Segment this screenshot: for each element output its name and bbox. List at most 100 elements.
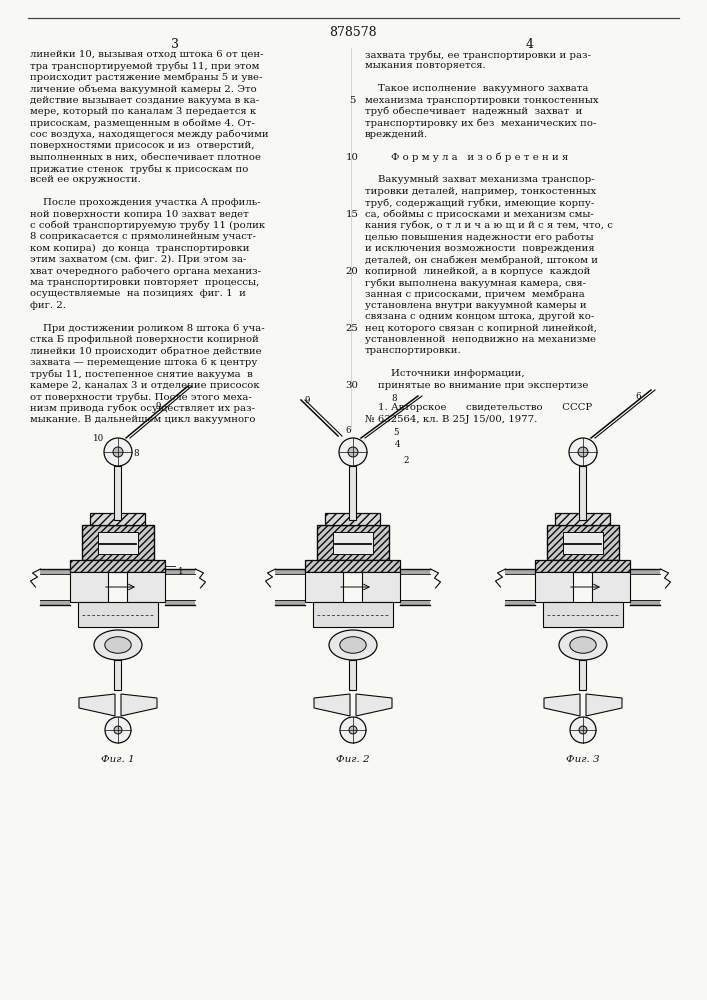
Bar — [276, 569, 305, 574]
Text: ной поверхности копира 10 захват ведет: ной поверхности копира 10 захват ведет — [30, 210, 249, 219]
Bar — [363, 572, 400, 602]
Bar — [78, 602, 158, 627]
Text: присоскам, размещенным в обойме 4. От-: присоскам, размещенным в обойме 4. От- — [30, 118, 255, 128]
Bar — [556, 513, 611, 525]
Text: ком копира)  до конца  транспортировки: ком копира) до конца транспортировки — [30, 244, 250, 253]
Text: 9: 9 — [305, 396, 310, 405]
Text: трубы 11, постепенное снятие вакуума  в: трубы 11, постепенное снятие вакуума в — [30, 369, 252, 379]
Bar — [535, 560, 631, 572]
Text: копирной  линейкой, а в корпусе  каждой: копирной линейкой, а в корпусе каждой — [365, 267, 590, 276]
Text: После прохождения участка А профиль-: После прохождения участка А профиль- — [30, 198, 260, 207]
Polygon shape — [544, 694, 580, 716]
Ellipse shape — [105, 637, 132, 653]
Text: низм привода губок осуществляет их раз-: низм привода губок осуществляет их раз- — [30, 403, 255, 413]
Bar — [98, 532, 138, 554]
Ellipse shape — [340, 637, 366, 653]
Circle shape — [340, 717, 366, 743]
Text: Вакуумный захват механизма транспор-: Вакуумный захват механизма транспор- — [365, 175, 595, 184]
Text: действие вызывает создание вакуума в ка-: действие вызывает создание вакуума в ка- — [30, 96, 259, 105]
Text: 8: 8 — [133, 449, 139, 458]
Text: стка Б профильной поверхности копирной: стка Б профильной поверхности копирной — [30, 335, 259, 344]
Bar — [127, 572, 165, 602]
Bar — [82, 525, 154, 560]
Bar — [506, 600, 535, 605]
Text: 2: 2 — [403, 456, 409, 465]
Text: 20: 20 — [346, 267, 358, 276]
Text: губки выполнена вакуумная камера, свя-: губки выполнена вакуумная камера, свя- — [365, 278, 586, 288]
Text: 9: 9 — [156, 402, 161, 411]
Circle shape — [113, 447, 123, 457]
Circle shape — [339, 438, 367, 466]
Text: личение объема вакуумной камеры 2. Это: личение объема вакуумной камеры 2. Это — [30, 84, 257, 94]
Bar — [580, 660, 587, 690]
Text: Источники информации,: Источники информации, — [365, 369, 525, 378]
Bar — [71, 560, 165, 572]
Text: 6: 6 — [345, 426, 351, 435]
Circle shape — [348, 447, 358, 457]
Text: мере, который по каналам 3 передается к: мере, который по каналам 3 передается к — [30, 107, 256, 116]
Text: принятые во внимание при экспертизе: принятые во внимание при экспертизе — [365, 381, 588, 390]
Text: вреждений.: вреждений. — [365, 130, 428, 139]
Polygon shape — [79, 694, 115, 716]
Text: При достижении роликом 8 штока 6 уча-: При достижении роликом 8 штока 6 уча- — [30, 324, 264, 333]
Text: 1: 1 — [177, 567, 183, 576]
Text: Фиг. 1: Фиг. 1 — [101, 755, 135, 764]
Text: труб, содержащий губки, имеющие корпу-: труб, содержащий губки, имеющие корпу- — [365, 198, 595, 208]
Text: установлена внутри вакуумной камеры и: установлена внутри вакуумной камеры и — [365, 301, 587, 310]
Text: осуществляемые  на позициях  фиг. 1  и: осуществляемые на позициях фиг. 1 и — [30, 289, 246, 298]
Bar — [325, 513, 380, 525]
Circle shape — [569, 438, 597, 466]
Text: 4: 4 — [526, 38, 534, 51]
Circle shape — [114, 726, 122, 734]
Text: 10: 10 — [346, 153, 358, 162]
Ellipse shape — [559, 630, 607, 660]
Text: 878578: 878578 — [329, 26, 377, 39]
Bar — [40, 569, 71, 574]
Text: ма транспортировки повторяет  процессы,: ма транспортировки повторяет процессы, — [30, 278, 259, 287]
Bar — [71, 572, 108, 602]
Text: поверхностями присосок и из  отверстий,: поверхностями присосок и из отверстий, — [30, 141, 255, 150]
Text: 5: 5 — [349, 96, 355, 105]
Text: установленной  неподвижно на механизме: установленной неподвижно на механизме — [365, 335, 596, 344]
Text: механизма транспортировки тонкостенных: механизма транспортировки тонкостенных — [365, 96, 599, 105]
Text: 8 соприкасается с прямолинейным участ-: 8 соприкасается с прямолинейным участ- — [30, 232, 256, 241]
Circle shape — [578, 447, 588, 457]
Bar — [400, 569, 431, 574]
Bar — [563, 532, 603, 554]
Text: 3: 3 — [171, 38, 179, 51]
Bar — [580, 466, 587, 520]
Text: труб обеспечивает  надежный  захват  и: труб обеспечивает надежный захват и — [365, 107, 583, 116]
Bar — [349, 660, 356, 690]
Bar — [317, 525, 389, 560]
Bar — [333, 532, 373, 554]
Polygon shape — [121, 694, 157, 716]
Bar — [276, 600, 305, 605]
Ellipse shape — [570, 637, 596, 653]
Text: камере 2, каналах 3 и отделение присосок: камере 2, каналах 3 и отделение присосок — [30, 381, 259, 390]
Bar — [165, 569, 196, 574]
Text: фиг. 2.: фиг. 2. — [30, 301, 66, 310]
Text: всей ее окружности.: всей ее окружности. — [30, 175, 141, 184]
Bar — [506, 569, 535, 574]
Text: целью повышения надежности его работы: целью повышения надежности его работы — [365, 232, 594, 242]
Bar — [543, 602, 623, 627]
Bar — [535, 572, 573, 602]
Text: линейки 10, вызывая отход штока 6 от цен-: линейки 10, вызывая отход штока 6 от цен… — [30, 50, 264, 59]
Text: Фиг. 2: Фиг. 2 — [337, 755, 370, 764]
Text: транспортировку их без  механических по-: транспортировку их без механических по- — [365, 118, 597, 128]
Text: 15: 15 — [346, 210, 358, 219]
Text: 10: 10 — [93, 434, 104, 443]
Text: захвата — перемещение штока 6 к центру: захвата — перемещение штока 6 к центру — [30, 358, 257, 367]
Text: нец которого связан с копирной линейкой,: нец которого связан с копирной линейкой, — [365, 324, 597, 333]
Text: линейки 10 происходит обратное действие: линейки 10 происходит обратное действие — [30, 346, 262, 356]
Bar — [90, 513, 146, 525]
Polygon shape — [586, 694, 622, 716]
Text: № 632564, кл. В 25J 15/00, 1977.: № 632564, кл. В 25J 15/00, 1977. — [365, 415, 537, 424]
Polygon shape — [356, 694, 392, 716]
Circle shape — [105, 717, 131, 743]
Bar — [313, 602, 393, 627]
Polygon shape — [314, 694, 350, 716]
Text: деталей, он снабжен мембраной, штоком и: деталей, он снабжен мембраной, штоком и — [365, 255, 598, 265]
Text: 30: 30 — [346, 381, 358, 390]
Text: от поверхности трубы. После этого меха-: от поверхности трубы. После этого меха- — [30, 392, 252, 401]
